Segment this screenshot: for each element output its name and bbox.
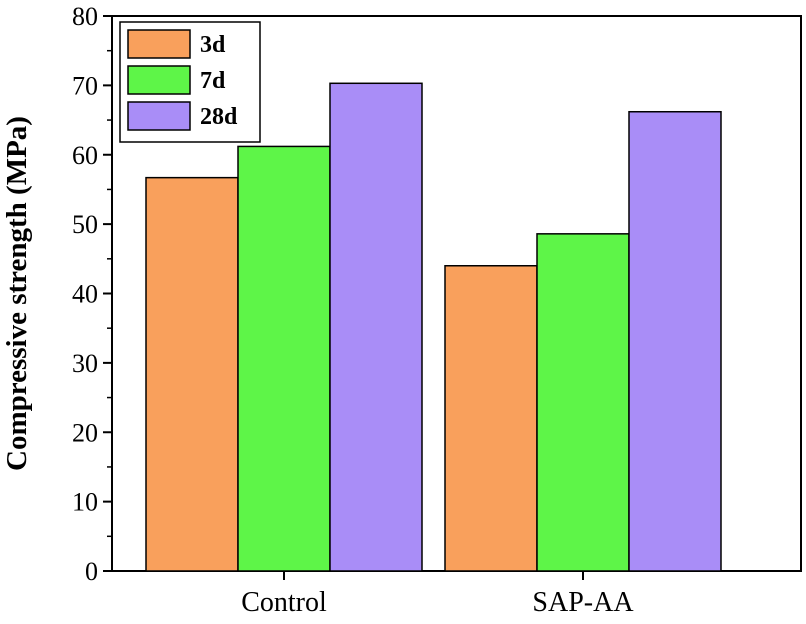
legend-swatch-7d (127, 65, 191, 95)
x-axis: Control SAP-AA (241, 571, 634, 618)
y-axis-label: Compressive strength (MPa) (1, 116, 33, 471)
y-tick-label: 60 (72, 141, 98, 170)
legend-label-28d: 28d (200, 104, 238, 130)
y-tick-label: 10 (72, 488, 98, 517)
legend-label-3d: 3d (200, 32, 226, 58)
bar-7d-control (237, 145, 331, 572)
y-tick-label: 20 (72, 418, 98, 447)
y-tick-label: 40 (72, 280, 98, 309)
y-tick-label: 30 (72, 349, 98, 378)
bars-group (145, 82, 722, 572)
legend-swatch-3d (127, 29, 191, 59)
x-tick-label: SAP-AA (532, 587, 634, 618)
bar-3d-control (145, 176, 239, 572)
y-tick-label: 70 (72, 71, 98, 100)
legend-swatch-28d (127, 101, 191, 131)
y-tick-label: 0 (85, 557, 98, 586)
y-tick-label: 80 (72, 2, 98, 31)
y-tick-label: 50 (72, 210, 98, 239)
x-tick-label: Control (241, 587, 327, 618)
bar-28d-sap-aa (628, 110, 722, 572)
legend: 3d 7d 28d (119, 21, 261, 143)
bar-28d-control (329, 82, 423, 572)
bar-3d-sap-aa (444, 265, 538, 572)
bar-7d-sap-aa (536, 233, 630, 572)
y-axis: 0 10 20 30 40 50 60 70 80 (72, 2, 112, 586)
legend-label-7d: 7d (200, 68, 226, 94)
